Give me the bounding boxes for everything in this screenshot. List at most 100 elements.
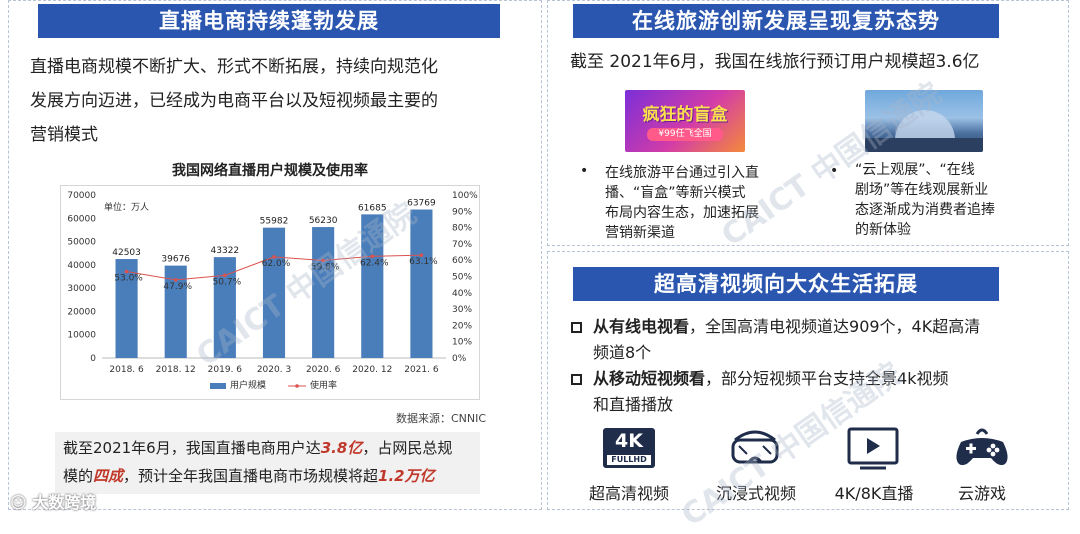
usage-rate-label: 50.7% [213, 277, 242, 287]
left-intro-line2: 发展方向迈进，已经成为电商平台以及短视频最主要的 [30, 91, 438, 111]
travel-bullet1-line: 营销新渠道 [605, 225, 675, 241]
bar [410, 209, 433, 358]
usage-rate-point [370, 254, 375, 259]
bar-value-label: 39676 [161, 255, 190, 265]
icon-label-uhd: 超高清视频 [588, 484, 669, 503]
y-left-tick-label: 30000 [67, 284, 96, 294]
4k-badge-text: 4K [615, 430, 643, 452]
uhd-item1-rest: ，全国高清电视频道达909个，4K超高清 [689, 317, 981, 336]
usage-rate-label: 62.4% [360, 258, 389, 268]
usage-rate-label: 59.8% [311, 263, 340, 273]
x-tick-label: 2020. 12 [352, 365, 392, 375]
travel-bullet1-line: 播、“盲盒”等新兴模式 [605, 185, 746, 201]
bar [164, 265, 187, 358]
summary-text-3: 模的 [63, 467, 94, 485]
summary-line2: 模的四成，预计全年我国直播电商市场规模将超1.2万亿 [63, 462, 472, 490]
legend-label-line: 使用率 [310, 379, 337, 391]
bar [115, 259, 138, 358]
y-right-tick-label: 30% [452, 305, 472, 315]
uhd-item1-line2: 频道8个 [593, 343, 652, 362]
cloud-exhibition-building [895, 110, 955, 140]
bar [213, 257, 236, 358]
y-right-tick-label: 50% [452, 273, 472, 283]
y-right-tick-label: 20% [452, 321, 472, 331]
usage-rate-label: 47.9% [163, 282, 192, 292]
usage-rate-label: 63.1% [409, 257, 438, 267]
travel-bullet2-line: 的新体验 [855, 222, 911, 238]
blind-box-image-sub: ¥99任飞全国 [647, 128, 723, 141]
summary-line1: 截至2021年6月，我国直播电商用户达3.8亿，占网民总规 [63, 434, 472, 462]
legend-swatch-line-marker [295, 384, 299, 388]
travel-bullet2-line: 剧场”等在线观展新业 [855, 182, 989, 198]
travel-bullet1-line: 布局内容生态，加速拓展 [605, 205, 759, 221]
uhd-item1-bold: 从有线电视看 [593, 317, 690, 336]
y-left-tick-label: 60000 [67, 214, 96, 224]
uhd-item2-line2: 和直播播放 [593, 395, 674, 414]
usage-rate-point [419, 253, 424, 257]
left-summary: 截至2021年6月，我国直播电商用户达3.8亿，占网民总规 模的四成，预计全年我… [55, 432, 480, 494]
left-title: 直播电商持续蓬勃发展 [38, 4, 500, 38]
uhd-item2-rest: ，部分短视频平台支持全景4k视频 [705, 369, 949, 388]
y-right-tick-label: 70% [452, 240, 472, 250]
travel-bullet2: “云上观展”、“在线 剧场”等在线观展新业 态逐渐成为消费者追捧 的新体验 [855, 160, 995, 240]
y-right-tick-label: 90% [452, 207, 472, 217]
left-panel [8, 0, 542, 510]
bar-value-label: 61685 [358, 203, 387, 213]
chart-title: 我国网络直播用户规模及使用率 [172, 163, 368, 179]
summary-text-4: ，预计全年我国直播电商市场规模将超 [123, 467, 379, 485]
uhd-item1-bullet [571, 322, 582, 333]
uhd-item1: 从有线电视看，全国高清电视频道达909个，4K超高清 [593, 314, 980, 340]
footer-logo: ☺ 大数跨境 [10, 489, 96, 513]
travel-bullet1-dot: • [580, 163, 589, 179]
usage-rate-label: 62.0% [262, 259, 291, 269]
y-left-tick-label: 20000 [67, 307, 96, 317]
legend-swatch-bars [210, 383, 226, 389]
x-tick-label: 2020. 3 [257, 365, 291, 375]
x-tick-label: 2018. 12 [156, 365, 196, 375]
vr-headset-icon [731, 430, 779, 464]
travel-bullet2-dot: • [830, 163, 839, 179]
summary-highlight-users: 3.8亿 [320, 439, 363, 457]
summary-highlight-share: 四成 [93, 467, 124, 485]
usage-chart: 0 10000 20000 30000 40000 50000 60000 70000 0% 10… [60, 185, 480, 400]
y-left-tick-label: 40000 [67, 261, 96, 271]
icon-label-live: 4K/8K直播 [834, 484, 914, 503]
usage-rate-point [124, 269, 129, 274]
bar [312, 227, 335, 358]
fullhd-badge-text: FULLHD [607, 455, 651, 465]
left-intro-line3: 营销模式 [30, 125, 98, 145]
uhd-item2-bold: 从移动短视频看 [593, 369, 706, 388]
travel-bullet1: 在线旅游平台通过引入直 播、“盲盒”等新兴模式 布局内容生态，加速拓展 营销新渠… [605, 163, 759, 243]
travel-title: 在线旅游创新发展呈现复苏态势 [573, 4, 999, 38]
footer-logo-icon: ☺ [10, 493, 33, 512]
chart-source: 数据来源：CNNIC [396, 412, 487, 425]
bar [262, 227, 286, 358]
usage-rate-point [272, 255, 276, 259]
y-right-tick-label: 10% [452, 338, 472, 348]
x-tick-label: 2018. 6 [109, 365, 144, 375]
y-left-tick-label: 70000 [67, 191, 96, 201]
y-right-tick-label: 80% [452, 224, 472, 234]
travel-bullet1-line: 在线旅游平台通过引入直 [605, 165, 759, 181]
play-screen-icon [847, 427, 899, 470]
bar-value-label: 42503 [112, 248, 141, 258]
usage-rate-point [173, 278, 178, 282]
y-right-tick-label: 60% [452, 256, 472, 266]
uhd-item2-bullet [571, 374, 582, 385]
legend-label-bars: 用户规模 [230, 379, 266, 391]
y-right-tick-label: 100% [452, 191, 478, 201]
bar-value-label: 63769 [407, 199, 436, 209]
uhd-item2: 从移动短视频看，部分短视频平台支持全景4k视频 [593, 366, 948, 392]
bar [361, 214, 384, 358]
footer-logo-text: 大数跨境 [32, 493, 97, 512]
travel-subtitle: 截至 2021年6月，我国在线旅行预订用户规模超3.6亿 [570, 52, 980, 72]
y-left-tick-label: 0 [90, 354, 96, 364]
bar-value-label: 55982 [260, 217, 289, 227]
cloud-exhibition-ground [865, 138, 983, 152]
usage-rate-point [321, 258, 325, 263]
travel-bullet2-line: “云上观展”、“在线 [855, 162, 975, 178]
icon-label-immersive: 沉浸式视频 [715, 484, 796, 503]
y-left-tick-label: 50000 [67, 238, 96, 248]
uhd-title: 超高清视频向大众生活拓展 [573, 267, 999, 301]
summary-highlight-market: 1.2万亿 [378, 467, 435, 485]
